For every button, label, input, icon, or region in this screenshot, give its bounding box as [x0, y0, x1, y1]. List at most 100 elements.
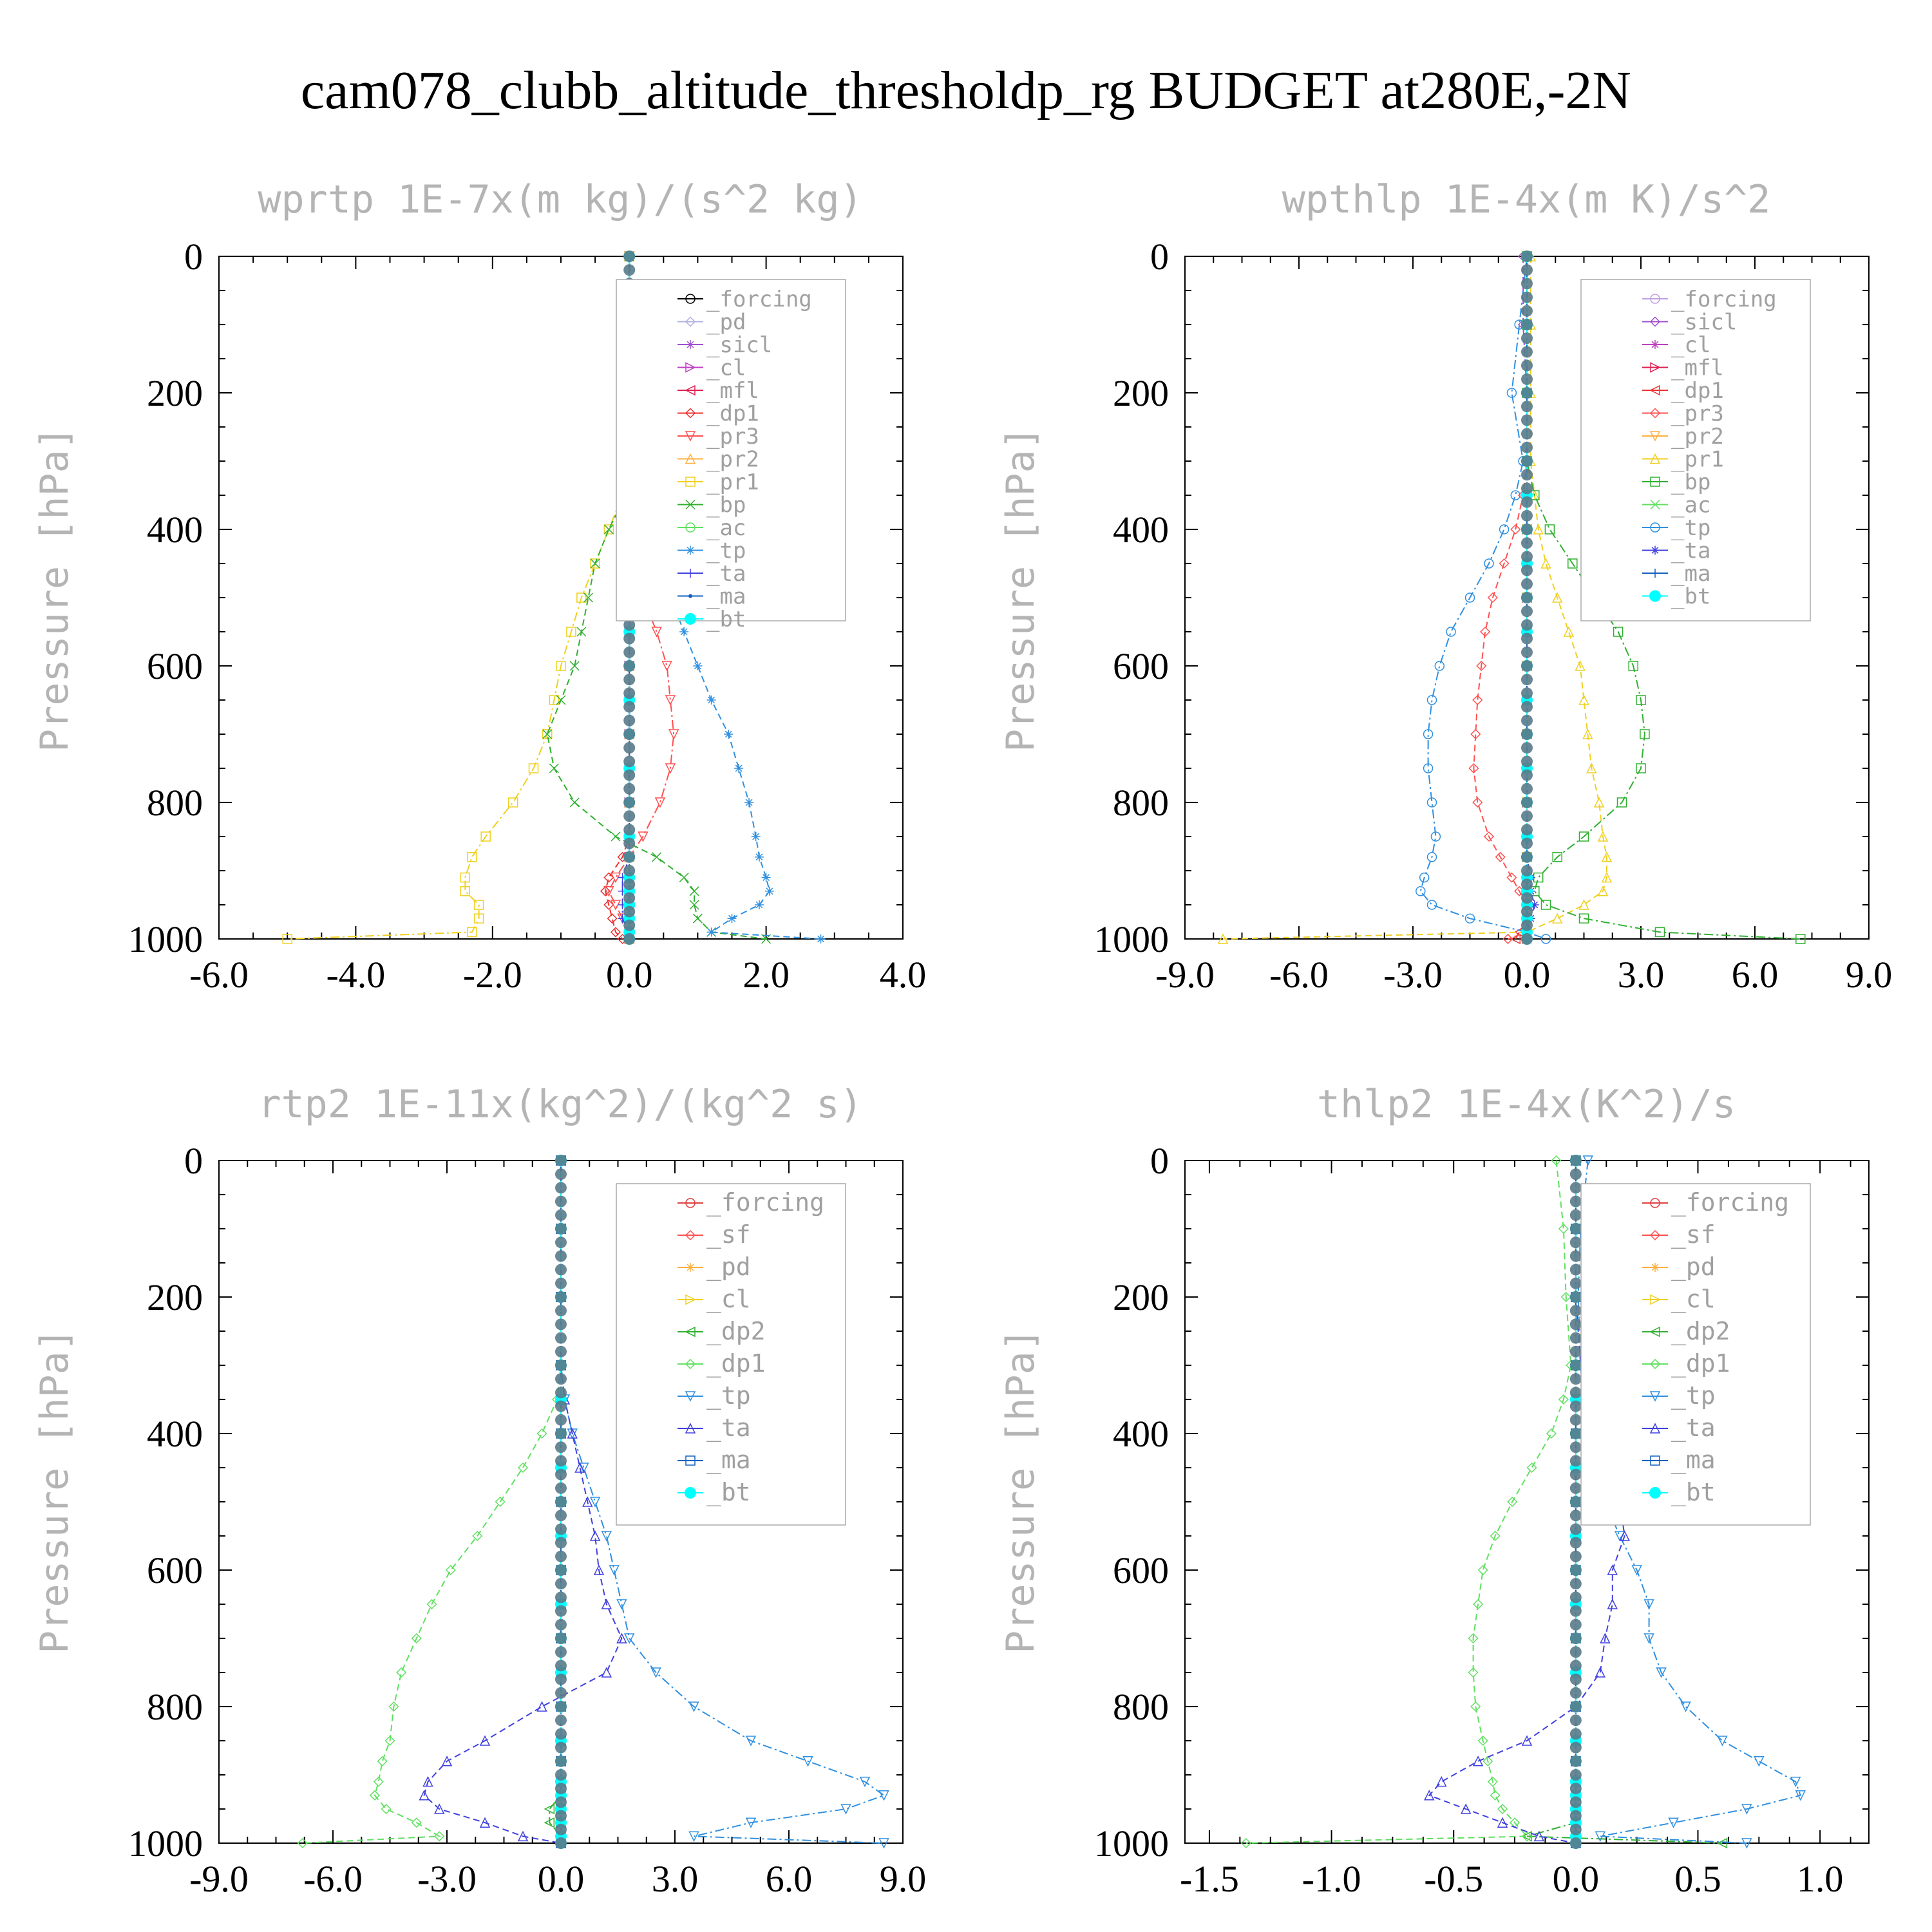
zero-point [1521, 291, 1533, 303]
x-tick-label: -2.0 [463, 954, 522, 996]
legend-label: _tp [1671, 1381, 1716, 1410]
zero-point [623, 810, 636, 822]
zero-point [555, 1168, 567, 1180]
series-line [1419, 256, 1546, 940]
zero-point [1569, 1400, 1582, 1412]
data-point [1558, 1394, 1569, 1405]
data-point [377, 1756, 388, 1766]
legend-marker [1649, 408, 1661, 419]
data-point [1578, 694, 1589, 705]
zero-point [1521, 755, 1533, 768]
data-point [1631, 1565, 1642, 1576]
zero-point [555, 1264, 567, 1276]
data-point [1472, 797, 1483, 808]
zero-point [555, 1510, 567, 1522]
legend-label: _ma [1671, 561, 1710, 587]
data-point [651, 627, 662, 638]
data-point [495, 1496, 506, 1508]
zero-point [1521, 537, 1533, 549]
y-tick-label: 600 [1113, 1549, 1169, 1591]
zero-point [555, 1714, 567, 1727]
zero-point [623, 878, 636, 891]
data-point [1510, 524, 1521, 535]
data-point [578, 1463, 589, 1473]
data-point [878, 1838, 889, 1849]
legend-marker [685, 408, 696, 419]
legend-marker [1650, 294, 1660, 304]
zero-point [1569, 1510, 1582, 1522]
zero-point [1521, 905, 1533, 918]
data-point [1477, 1735, 1488, 1747]
data-point [566, 627, 576, 637]
data-point [1473, 1598, 1484, 1610]
data-point [1578, 831, 1589, 842]
data-point [1643, 1599, 1654, 1610]
zero-point [555, 1823, 567, 1835]
data-point [1472, 1756, 1484, 1766]
data-point [1741, 1804, 1752, 1815]
legend-label: _tp [706, 538, 746, 564]
data-point [754, 900, 764, 909]
zero-point [1569, 1550, 1582, 1562]
x-tick-label: 4.0 [880, 954, 927, 996]
data-point [1436, 1776, 1447, 1787]
legend-marker [686, 340, 695, 349]
legend-item: _forcing [1642, 1188, 1789, 1217]
zero-point [555, 1441, 567, 1454]
zero-point [1569, 1618, 1582, 1631]
data-point [1607, 1564, 1618, 1575]
panel-thlp2: thlp2 1E-4x(K^2)/s Pressure [hPa] 0 200 40… [998, 1082, 1870, 1900]
zero-point [1521, 619, 1533, 631]
data-point [761, 873, 771, 882]
legend-label: _cl [706, 1285, 751, 1314]
legend-label: _pr1 [706, 469, 759, 495]
data-point [878, 1790, 889, 1801]
legend-label: _dp1 [706, 1349, 766, 1378]
zero-point [1521, 509, 1533, 522]
zero-point [1521, 428, 1533, 440]
data-point [569, 661, 580, 671]
zero-point [1521, 837, 1533, 849]
y-tick-label: 200 [1113, 372, 1169, 414]
y-tick-label: 400 [1113, 509, 1169, 551]
legend-item: _pr1 [677, 469, 759, 495]
data-point [1487, 1776, 1498, 1787]
legend-marker [685, 477, 696, 487]
legend-label: _pr1 [1671, 447, 1724, 473]
data-point [1416, 886, 1426, 896]
zero-point [623, 824, 636, 836]
legend-item: _bt [677, 607, 746, 632]
zero-point [555, 1537, 567, 1549]
legend-label: _bp [706, 493, 746, 518]
data-point [1521, 1831, 1533, 1842]
zero-point [623, 905, 636, 918]
zero-point [1569, 1414, 1582, 1426]
data-point [1595, 1831, 1606, 1842]
x-tick-label: -6.0 [303, 1858, 363, 1900]
panel-title: thlp2 1E-4x(K^2)/s [1317, 1082, 1736, 1127]
data-point [593, 1564, 605, 1575]
zero-point [1521, 919, 1533, 931]
zero-point [555, 1796, 567, 1808]
legend-item: _ma [1642, 561, 1710, 587]
legend-label: _tp [1671, 515, 1710, 541]
data-point [724, 730, 734, 739]
zero-point [1569, 1769, 1582, 1781]
legend-marker [1651, 1263, 1660, 1272]
zero-point [1521, 728, 1533, 740]
data-point [1607, 1598, 1618, 1609]
data-point [583, 592, 594, 603]
zero-point [1521, 482, 1533, 495]
zero-point [1569, 1741, 1582, 1754]
plot-area: 0 200 400 600 800 1000-9.0 -6.0 -3.0 0.0 3.0 6.0 9.… [128, 1140, 926, 1900]
legend-item: _cl [677, 355, 746, 381]
data-point [668, 729, 679, 740]
zero-point [1521, 441, 1533, 453]
data-point [652, 852, 662, 862]
panel-wprtp: wprtp 1E-7x(m kg)/(s^2 kg) Pressure [hPa… [32, 177, 926, 996]
data-point [434, 1831, 445, 1842]
zero-point [1521, 264, 1533, 276]
legend-label: _ta [1671, 538, 1710, 564]
zero-point [1521, 359, 1533, 372]
data-point [1544, 524, 1555, 535]
